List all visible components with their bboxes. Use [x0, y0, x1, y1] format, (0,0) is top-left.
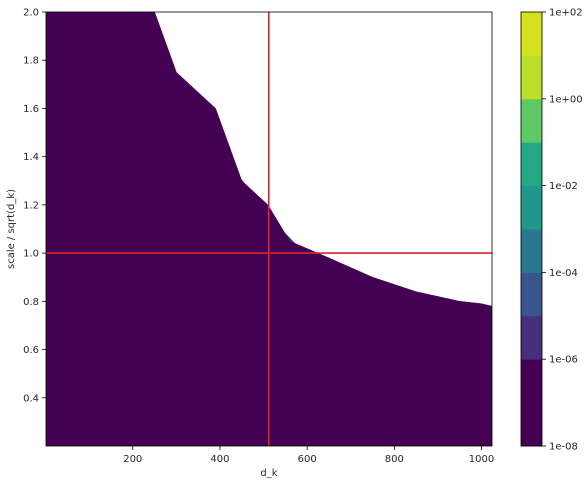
colorbar-band — [521, 229, 542, 273]
colorbar-ticks: 1e-08 1e-06 1e-04 1e-02 1e+00 1e+02 — [542, 8, 583, 453]
x-axis: 200 400 600 800 1000 — [123, 446, 494, 465]
colorbar-band — [521, 98, 542, 143]
x-tick-label: 200 — [123, 454, 142, 465]
colorbar-band — [521, 315, 542, 360]
x-tick-label: 400 — [210, 454, 229, 465]
x-axis-label: d_k — [260, 468, 277, 479]
y-tick-label: 1.0 — [23, 249, 39, 260]
colorbar-band — [521, 55, 542, 100]
colorbar-band — [521, 359, 542, 447]
x-tick-label: 800 — [385, 454, 404, 465]
y-tick-label: 2.0 — [23, 8, 39, 19]
colorbar-band — [521, 12, 542, 56]
y-tick-label: 0.4 — [23, 393, 39, 404]
y-axis: 0.4 0.6 0.8 1.0 1.2 1.4 1.6 1.8 2.0 — [23, 8, 46, 404]
colorbar-tick-label: 1e-08 — [549, 442, 578, 453]
y-tick-label: 0.6 — [23, 345, 39, 356]
x-tick-label: 1000 — [469, 454, 494, 465]
colorbar-tick-label: 1e-04 — [549, 268, 578, 279]
colorbar-tick-label: 1e-06 — [549, 355, 578, 366]
colorbar-bands — [521, 12, 542, 447]
colorbar-tick-label: 1e+00 — [549, 94, 583, 105]
y-tick-label: 1.2 — [23, 200, 39, 211]
y-tick-label: 0.8 — [23, 297, 39, 308]
colorbar-tick-label: 1e+02 — [549, 8, 583, 19]
y-tick-label: 1.6 — [23, 104, 39, 115]
y-tick-label: 1.4 — [23, 152, 39, 163]
x-tick-label: 600 — [298, 454, 317, 465]
plot-area — [45, 11, 493, 447]
reference-lines — [46, 12, 492, 446]
colorbar-band — [521, 142, 542, 187]
colorbar-band — [521, 272, 542, 317]
colorbar-band — [521, 185, 542, 230]
colorbar-frame — [520, 11, 543, 447]
y-axis-label: scale / sqrt(d_k) — [6, 189, 17, 269]
colorbar-tick-label: 1e-02 — [549, 181, 578, 192]
plot-frame — [45, 11, 493, 447]
y-tick-label: 1.8 — [23, 56, 39, 67]
colorbar: 1e-08 1e-06 1e-04 1e-02 1e+00 1e+02 — [520, 8, 583, 453]
